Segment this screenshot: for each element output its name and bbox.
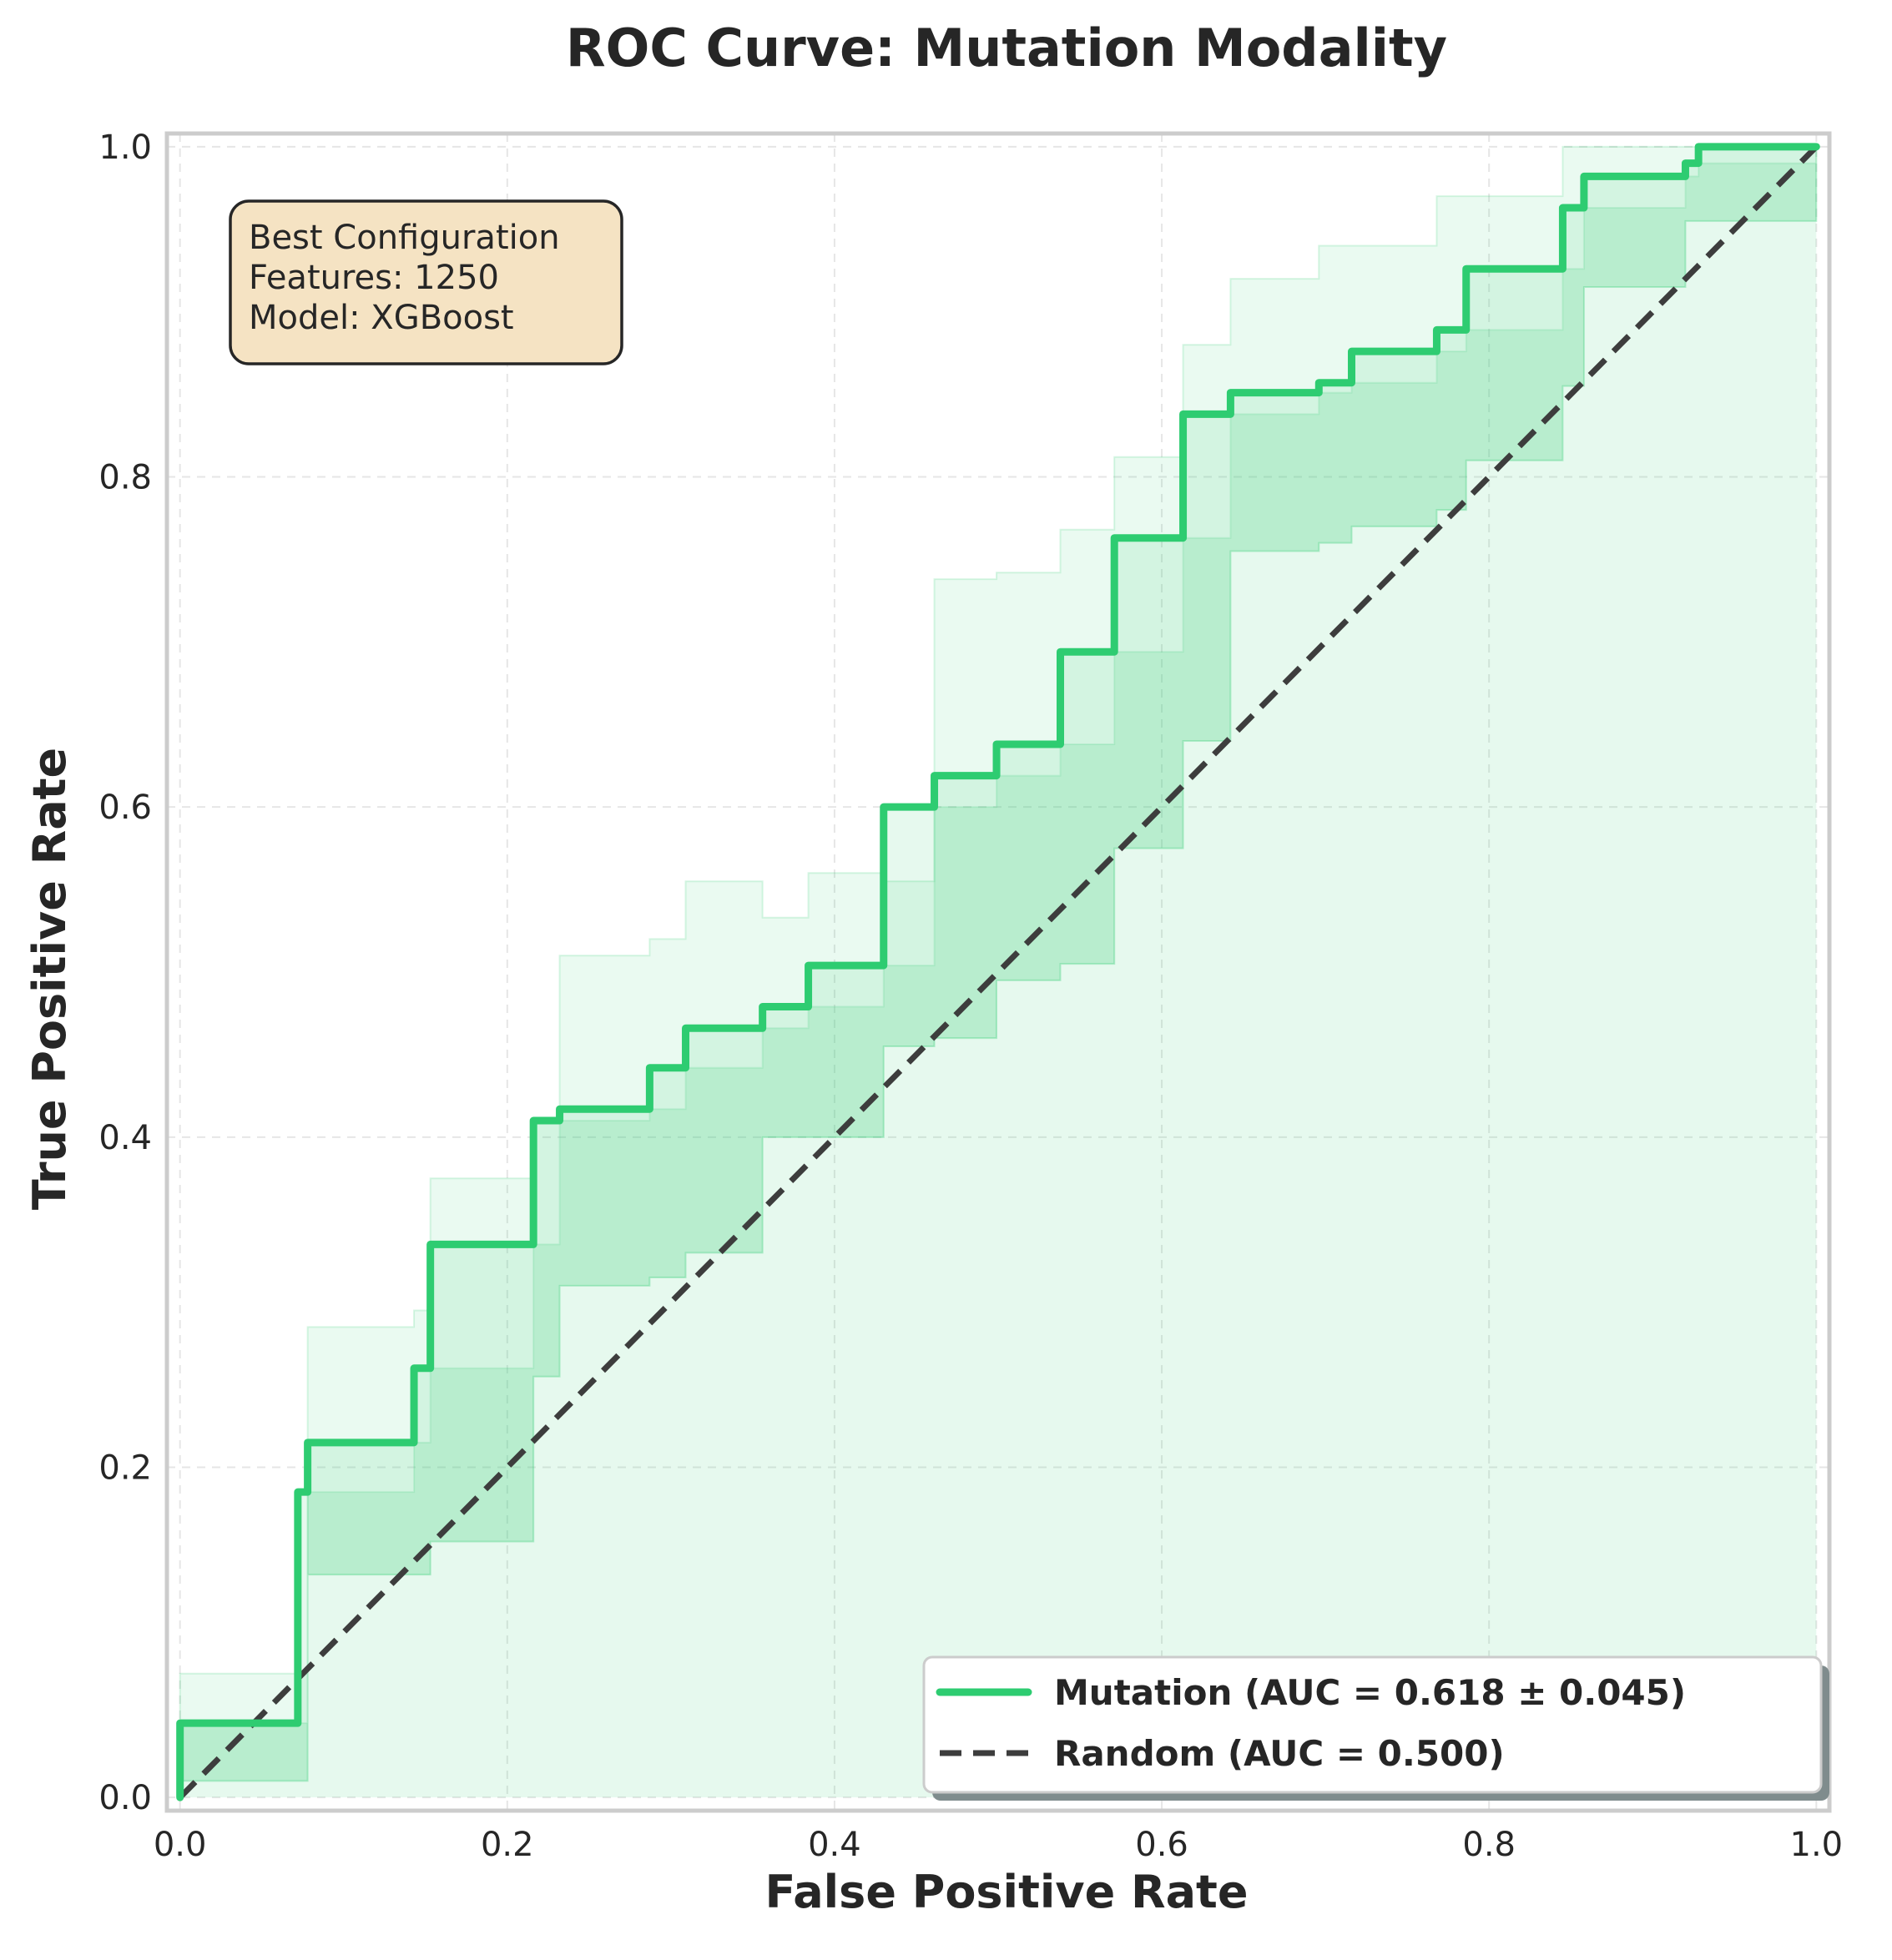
y-tick-label: 0.0 (98, 1779, 152, 1817)
legend-label-mutation: Mutation (AUC = 0.618 ± 0.045) (1054, 1672, 1686, 1713)
plot-frame (164, 131, 1832, 1813)
y-tick-label: 0.6 (98, 789, 152, 827)
ticks: 0.0 0.2 0.4 0.6 0.8 1.0 0.0 0.2 0.4 0.6 0.8 1.0 (98, 128, 1843, 1864)
y-tick-label: 0.2 (98, 1449, 152, 1488)
x-tick-label: 1.0 (1790, 1826, 1844, 1864)
y-tick-label: 1.0 (98, 128, 152, 167)
y-axis-label: True Positive Rate (23, 748, 76, 1210)
annotation-line-2: Features: 1250 (249, 259, 499, 297)
x-tick-label: 0.2 (481, 1826, 534, 1864)
series (176, 143, 1820, 1801)
x-axis-label: False Positive Rate (765, 1866, 1249, 1918)
annotation-line-1: Best Configuration (249, 219, 560, 257)
legend-box (922, 1655, 1823, 1794)
legend-label-random: Random (AUC = 0.500) (1054, 1733, 1505, 1774)
mutation-roc-line (176, 143, 1820, 1801)
annotation-line-3: Model: XGBoost (249, 299, 514, 337)
inner-confidence-band (179, 146, 1818, 1782)
random-diagonal-line (178, 144, 1819, 1800)
x-tick-label: 0.0 (154, 1826, 207, 1864)
y-tick-label: 0.8 (98, 458, 152, 496)
x-tick-label: 0.4 (808, 1826, 861, 1864)
x-tick-label: 0.8 (1462, 1826, 1516, 1864)
x-tick-label: 0.6 (1135, 1826, 1188, 1864)
y-tick-label: 0.4 (98, 1119, 152, 1157)
chart-title: ROC Curve: Mutation Modality (566, 18, 1447, 78)
legend: Mutation (AUC = 0.618 ± 0.045) Random (A… (922, 1655, 1829, 1801)
annotation-box: Best Configuration Features: 1250 Model:… (229, 199, 623, 365)
outer-confidence-band (179, 145, 1818, 1782)
annotation-background (229, 199, 623, 365)
